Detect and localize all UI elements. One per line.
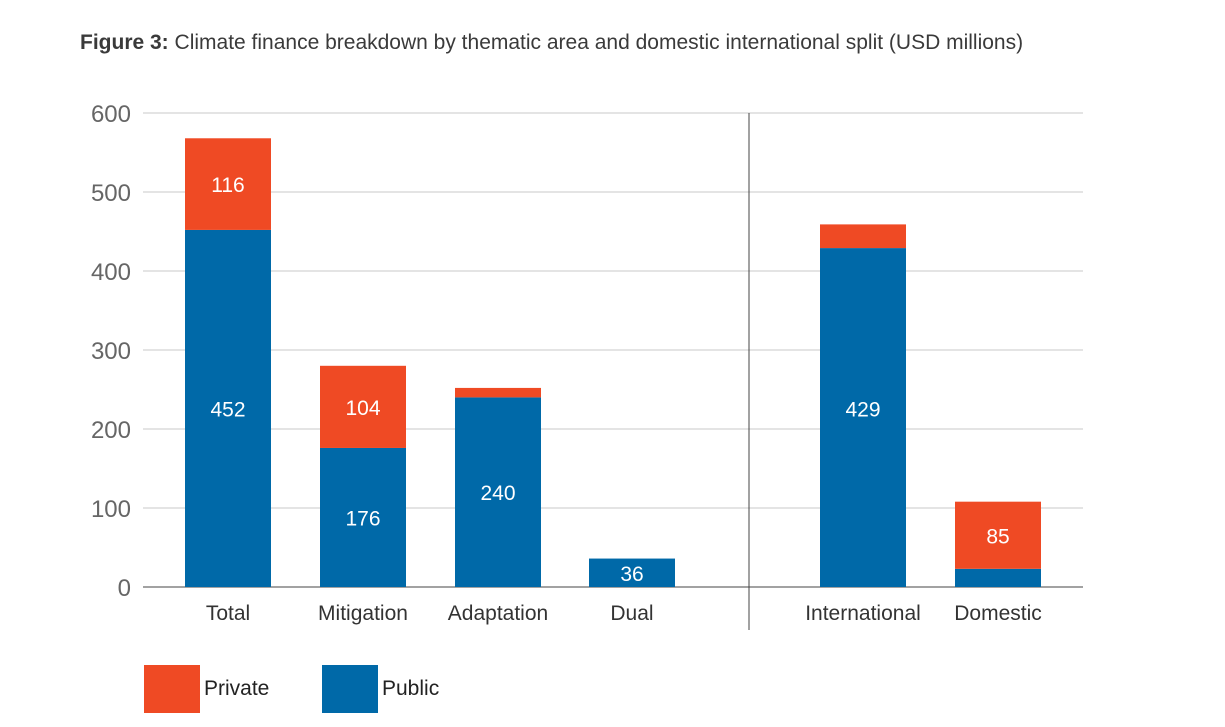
gridlines	[143, 112, 1083, 588]
bar-public-mitigation	[320, 447, 406, 587]
y-tick-label-500: 500	[91, 180, 131, 207]
data-label-public-total: 452	[210, 398, 245, 421]
y-tick-label-200: 200	[91, 417, 131, 444]
y-axis-ticks: 0 100 200 300 400 500 600	[91, 101, 131, 602]
x-tick-label-adaptation: Adaptation	[448, 602, 548, 625]
data-label-public-dual: 36	[620, 563, 643, 586]
y-tick-label-0: 0	[118, 575, 131, 602]
data-label-private-total: 116	[211, 174, 244, 197]
legend-label-public: Public	[382, 677, 440, 700]
bar-public-international	[820, 248, 906, 587]
legend-swatch-public	[322, 665, 378, 713]
bar-public-domestic	[955, 568, 1041, 587]
bars	[185, 138, 1041, 588]
bar-private-adaptation	[455, 387, 541, 398]
data-label-public-mitigation: 176	[345, 507, 380, 530]
y-tick-label-400: 400	[91, 259, 131, 286]
x-tick-label-mitigation: Mitigation	[318, 602, 408, 625]
bar-public-total	[185, 229, 271, 588]
figure-number: Figure 3:	[80, 31, 169, 54]
stacked-bar-chart: 0 100 200 300 400 500 600 452 116 176 104 240 36 429…	[91, 101, 1083, 630]
x-tick-label-international: International	[805, 602, 921, 625]
x-axis-ticks: Total Mitigation Adaptation Dual Internation…	[206, 602, 1042, 625]
bar-private-total	[185, 138, 271, 230]
bar-public-adaptation	[455, 397, 541, 587]
data-label-private-mitigation: 104	[345, 397, 380, 420]
y-tick-label-100: 100	[91, 496, 131, 523]
x-tick-label-domestic: Domestic	[954, 602, 1042, 625]
data-label-public-adaptation: 240	[480, 482, 515, 505]
x-tick-label-dual: Dual	[610, 602, 653, 625]
data-label-private-domestic: 85	[986, 525, 1009, 548]
chart-title-text: Climate finance breakdown by thematic ar…	[174, 31, 1024, 54]
chart-title: Figure 3: Climate finance breakdown by t…	[80, 31, 1023, 55]
y-tick-label-300: 300	[91, 338, 131, 365]
legend-label-private: Private	[204, 677, 270, 700]
data-label-public-international: 429	[845, 398, 880, 421]
data-labels: 452 116 176 104 240 36 429 85	[210, 174, 1009, 586]
bar-private-domestic	[955, 501, 1041, 569]
y-tick-label-600: 600	[91, 101, 131, 128]
bar-public-dual	[589, 558, 675, 587]
legend-swatch-private	[144, 665, 200, 713]
bar-private-mitigation	[320, 365, 406, 448]
x-tick-label-total: Total	[206, 602, 250, 625]
bar-private-international	[820, 224, 906, 249]
